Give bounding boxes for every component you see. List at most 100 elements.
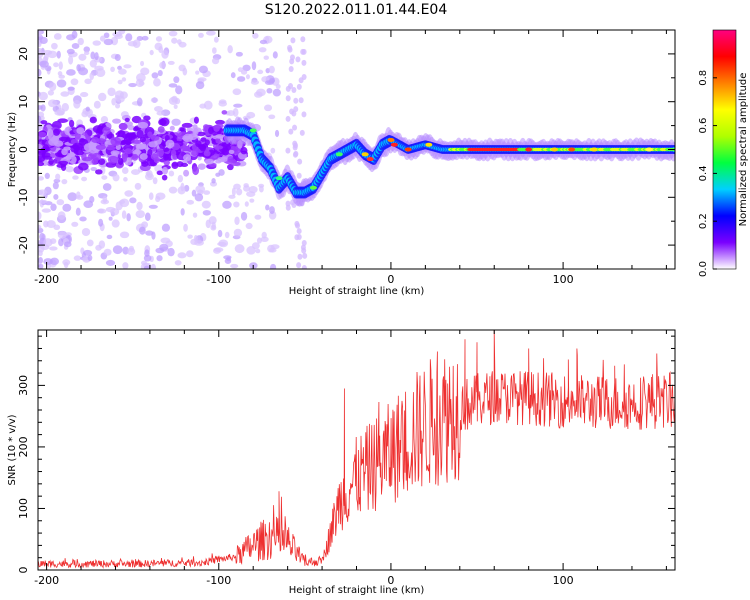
noise-blob [288,128,294,135]
noise-blob [194,193,204,202]
cloud-blob [136,129,144,139]
cloud-blob [48,158,54,165]
cloud-blob [92,125,104,134]
noise-blob [110,66,115,73]
noise-blob [168,30,178,37]
noise-blob [235,188,243,196]
noise-blob [301,247,307,254]
cloud-blob [83,143,93,152]
noise-blob [267,244,275,253]
cloud-blob [107,155,119,164]
x-tick-label: -200 [34,273,59,286]
noise-blob [296,233,302,240]
colorbar-tick-label: 0.4 [698,165,709,181]
y-tick-label: 0 [17,146,30,153]
noise-blob [114,90,125,100]
noise-blob [53,62,59,68]
noise-blob [154,106,163,112]
noise-blob [62,203,72,212]
cloud-blob [132,149,142,155]
noise-blob [296,83,302,90]
cloud-blob [161,174,168,181]
noise-blob [275,84,281,89]
noise-blob [263,104,273,112]
y-tick-label: 0 [17,567,30,574]
noise-blob [254,214,262,220]
noise-blob [274,129,280,138]
noise-blob [190,238,198,246]
noise-blob [156,255,163,262]
noise-blob [55,173,61,181]
noise-blob [174,260,182,266]
noise-blob [240,211,248,221]
noise-blob [240,69,248,75]
cloud-blob [169,125,175,131]
cloud-blob [95,144,106,150]
noise-blob [270,263,277,269]
noise-blob [186,199,195,205]
noise-blob [115,103,121,109]
noise-blob [168,170,175,177]
noise-blob [111,219,120,228]
noise-blob [38,47,42,53]
noise-blob [230,72,236,79]
noise-blob [99,35,106,42]
ridge-hotspot [568,147,576,152]
cloud-blob [227,163,234,171]
y-tick-label: 10 [17,95,30,109]
noise-blob [183,223,188,232]
cloud-blob [82,156,93,162]
cloud-blob [141,161,149,167]
ridge-hotspot [645,147,653,152]
noise-blob [93,100,101,109]
noise-blob [301,264,307,269]
noise-blob [117,79,123,85]
noise-blob [155,36,163,42]
cloud-blob [215,134,224,139]
noise-blob [103,32,110,39]
y-tick-label: 100 [17,498,30,519]
cloud-blob [95,169,103,175]
cloud-blob [181,122,193,128]
noise-blob [153,78,161,87]
ridge-hotspot [590,147,598,152]
spectrogram-blobs [38,30,675,269]
cloud-blob [131,153,139,161]
noise-blob [38,68,42,77]
noise-blob [285,95,291,102]
noise-blob [98,218,104,227]
noise-blob [61,178,68,185]
cloud-blob [38,131,47,138]
noise-blob [87,254,93,262]
cloud-blob [124,148,133,155]
cloud-blob [221,147,230,156]
y-axis-label: Frequency (Hz) [7,112,18,188]
noise-blob [177,252,187,259]
noise-blob [78,53,87,61]
colorbar-tick-label: 0.0 [698,261,709,277]
noise-blob [119,231,130,239]
noise-blob [234,244,245,254]
cloud-blob [71,155,77,164]
cloud-blob [42,155,53,160]
noise-blob [234,216,240,226]
ridge-hotspot [366,157,374,162]
noise-blob [249,198,255,203]
noise-blob [97,208,104,214]
noise-blob [156,111,165,116]
cloud-blob [148,141,158,148]
noise-blob [192,212,198,218]
noise-blob [250,79,260,85]
noise-blob [140,60,145,67]
noise-blob [83,46,90,53]
noise-blob [128,82,137,88]
noise-blob [98,92,107,102]
noise-blob [51,42,58,50]
noise-blob [130,169,141,175]
noise-blob [71,43,80,50]
noise-blob [258,47,267,53]
noise-blob [292,124,298,131]
noise-blob [58,61,63,70]
cloud-blob [118,122,127,130]
noise-blob [177,174,184,183]
